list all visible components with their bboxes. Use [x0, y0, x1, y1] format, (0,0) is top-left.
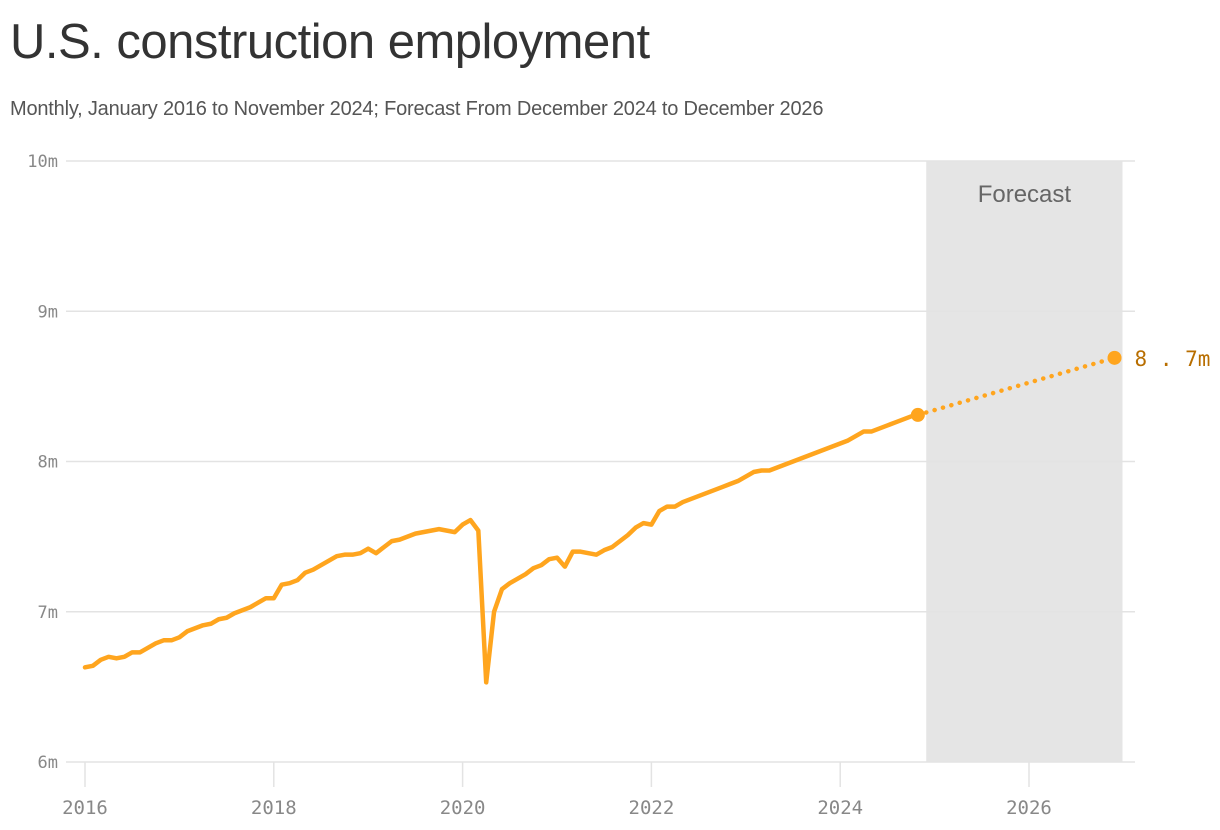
x-axis: 2016 2018 2020 2022 2024 2026 [62, 762, 1052, 819]
actual-line [82, 412, 922, 685]
last-actual-marker [910, 407, 925, 422]
x-tick-label: 2022 [629, 797, 675, 819]
y-tick-label: 10m [27, 152, 58, 172]
x-tick-label: 2020 [440, 797, 486, 819]
y-tick-label: 9m [38, 302, 58, 322]
data-series [82, 350, 1122, 685]
chart-subtitle: Monthly, January 2016 to November 2024; … [10, 98, 824, 120]
y-tick-label: 8m [38, 453, 58, 473]
x-tick-label: 2026 [1006, 797, 1052, 819]
y-tick-label: 6m [38, 753, 58, 773]
forecast-label: Forecast [978, 181, 1072, 208]
x-tick-label: 2018 [251, 797, 297, 819]
y-axis: 6m 7m 8m 9m 10m [27, 152, 58, 773]
y-tick-label: 7m [38, 603, 58, 623]
x-tick-label: 2024 [817, 797, 863, 819]
chart-annotations: Forecast 8 . 7m [978, 181, 1211, 371]
chart-title: U.S. construction employment [10, 15, 650, 69]
forecast-end-marker [1107, 350, 1122, 365]
forecast-line [915, 355, 1117, 418]
x-tick-label: 2016 [62, 797, 108, 819]
end-value-label: 8 . 7m [1135, 347, 1211, 371]
